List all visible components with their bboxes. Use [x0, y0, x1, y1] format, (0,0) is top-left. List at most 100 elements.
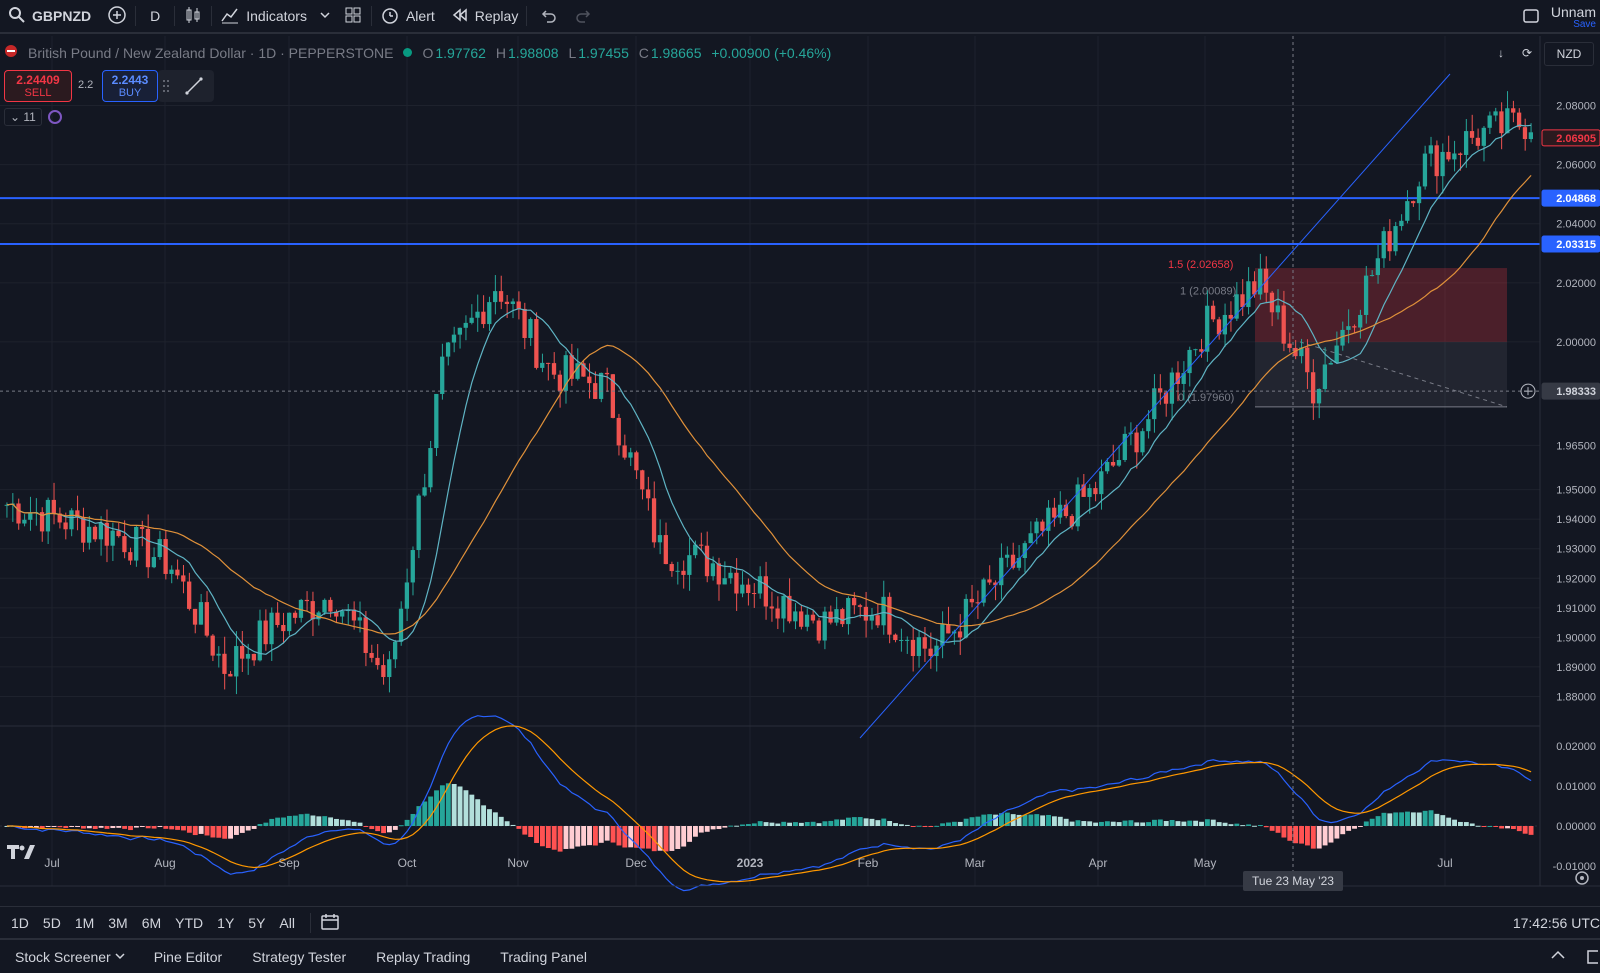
- range-5d[interactable]: 5D: [42, 915, 61, 931]
- chart-canvas[interactable]: 1.5 (2.02658) 1 (2.00089) 0 (1.97960) 2.08…: [0, 36, 1600, 906]
- range-5y[interactable]: 5Y: [248, 915, 266, 931]
- indicator-count[interactable]: ⌄ 11: [4, 108, 42, 126]
- time-tick-label: Dec: [625, 856, 646, 870]
- macd-bar: [840, 819, 845, 826]
- macd-bar: [522, 826, 528, 835]
- candle-body: [1010, 554, 1016, 568]
- indicators-toggle[interactable]: ⌄ 11: [4, 108, 62, 126]
- candle-body: [116, 530, 121, 537]
- range-ytd[interactable]: YTD: [175, 915, 204, 931]
- candle-body: [698, 544, 704, 546]
- candle-body: [1140, 431, 1145, 453]
- macd-bar: [663, 826, 669, 852]
- time-tick-label: Aug: [154, 856, 175, 870]
- clock[interactable]: 17:42:56 UTC: [1512, 915, 1600, 931]
- candle-body: [1522, 127, 1528, 140]
- macd-bar: [469, 794, 475, 826]
- candle-body: [946, 624, 951, 634]
- macd-bar: [1204, 819, 1210, 826]
- candle-body: [1004, 554, 1010, 558]
- price-tick-label: 2.04000: [1556, 219, 1596, 231]
- layout-name-button[interactable]: Unnam Save: [1551, 5, 1596, 30]
- price-tick-label: 2.06000: [1556, 160, 1596, 172]
- range-6m[interactable]: 6M: [141, 915, 162, 931]
- candle-body: [1428, 145, 1433, 154]
- settings-icon[interactable]: [1575, 871, 1589, 885]
- series-title[interactable]: British Pound / New Zealand Dollar · 1D …: [28, 44, 394, 61]
- maximize-icon[interactable]: [1584, 949, 1600, 968]
- candle-body: [1234, 294, 1239, 319]
- macd-line: [6, 715, 1532, 892]
- macd-bar: [39, 826, 45, 829]
- buy-button[interactable]: 2.2443 BUY: [102, 70, 158, 102]
- candle-body: [557, 374, 563, 391]
- currency-button[interactable]: NZD: [1544, 42, 1594, 66]
- macd-bar: [863, 818, 869, 826]
- fullscreen-icon[interactable]: [1521, 6, 1541, 29]
- symbol-search[interactable]: GBPNZD: [0, 0, 99, 33]
- candle-body: [157, 539, 162, 558]
- candle-body: [516, 301, 521, 309]
- undo-button[interactable]: [527, 0, 569, 33]
- indicators-button[interactable]: Indicators: [212, 0, 315, 33]
- candle-body: [663, 535, 668, 565]
- macd-bar: [151, 826, 157, 829]
- indicator-templates-button[interactable]: [315, 0, 335, 33]
- macd-bar: [1122, 820, 1128, 826]
- tab-stock-screener[interactable]: Stock Screener: [15, 948, 111, 965]
- high-label: H: [495, 44, 506, 61]
- alert-button[interactable]: Alert: [372, 0, 443, 33]
- macd-bar: [975, 816, 981, 826]
- overlay-drawings: [0, 36, 1540, 886]
- calendar-icon[interactable]: [319, 912, 341, 935]
- time-tick-label: Sep: [278, 856, 300, 870]
- drawing-tool-button[interactable]: [158, 70, 214, 102]
- macd-bar: [1028, 814, 1034, 826]
- tab-replay-trading[interactable]: Replay Trading: [376, 948, 471, 965]
- range-all[interactable]: All: [279, 915, 295, 931]
- candle-body: [1252, 281, 1257, 295]
- range-1d[interactable]: 1D: [11, 915, 29, 931]
- redo-button[interactable]: [569, 0, 599, 33]
- sell-button[interactable]: 2.24409 SELL: [4, 70, 72, 102]
- range-3m[interactable]: 3M: [108, 915, 128, 931]
- interval-button[interactable]: D: [136, 0, 174, 33]
- candle-body: [545, 362, 551, 364]
- range-1y[interactable]: 1Y: [217, 915, 235, 931]
- add-alert-icon[interactable]: [1520, 383, 1536, 399]
- candle-body: [769, 606, 774, 609]
- replay-button[interactable]: Replay: [443, 0, 527, 33]
- candle-body: [569, 355, 574, 379]
- macd-bar: [834, 819, 840, 826]
- tab-pine-editor[interactable]: Pine Editor: [153, 948, 223, 965]
- candle-body: [351, 609, 357, 621]
- macd-tick-label: 0.01000: [1556, 781, 1596, 793]
- tab-trading-panel[interactable]: Trading Panel: [500, 948, 587, 965]
- macd-bar: [598, 826, 604, 843]
- compare-button[interactable]: [99, 0, 135, 33]
- candle-body: [292, 612, 298, 618]
- layout-button[interactable]: [335, 0, 371, 33]
- chevron-up-icon[interactable]: [1550, 949, 1566, 964]
- candle-body: [887, 596, 892, 635]
- candle-body: [975, 602, 980, 604]
- candle-body: [498, 291, 504, 302]
- indicator-count-value: 11: [23, 110, 36, 124]
- chart-type-button[interactable]: [175, 0, 211, 33]
- candle-body: [1046, 507, 1051, 531]
- range-1m[interactable]: 1M: [74, 915, 95, 931]
- macd-bar: [457, 786, 463, 826]
- macd-bar: [298, 814, 304, 826]
- candle-body: [763, 576, 768, 607]
- symbol-name: GBPNZD: [32, 8, 92, 24]
- crosshair-price-tag: 1.98333: [1556, 386, 1596, 398]
- scroll-down-button[interactable]: ↓: [1490, 42, 1512, 64]
- chevron-down-icon[interactable]: [115, 949, 139, 964]
- sell-price: 2.24409: [16, 73, 60, 87]
- macd-bar: [881, 818, 887, 826]
- refresh-button[interactable]: ⟳: [1516, 42, 1538, 64]
- tab-strategy-tester[interactable]: Strategy Tester: [252, 948, 347, 965]
- macd-bar: [281, 817, 286, 826]
- time-axis: Jul Aug Sep Oct Nov Dec 2023 Feb Mar Apr May Jul Tue…: [0, 856, 1600, 891]
- candle-body: [287, 612, 292, 632]
